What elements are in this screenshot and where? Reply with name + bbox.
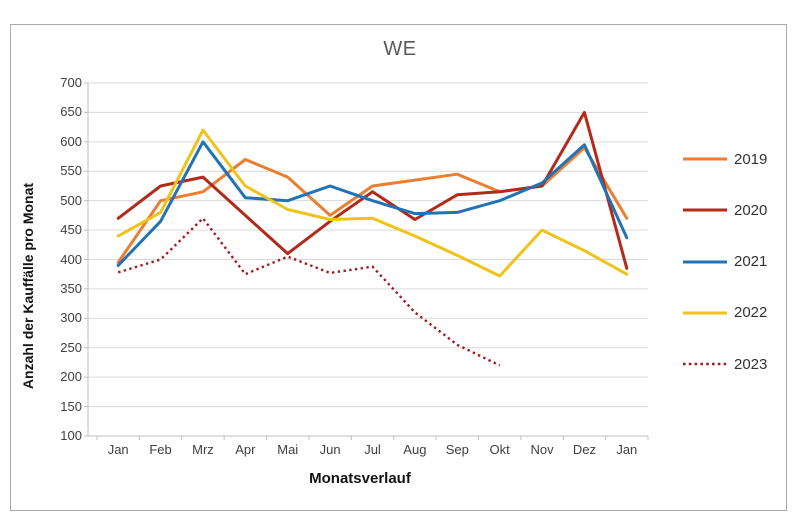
legend-label-2023: 2023 xyxy=(734,355,768,373)
y-tick-label-650: 650 xyxy=(60,104,82,120)
y-tick-label-500: 500 xyxy=(60,192,82,208)
x-tick-label-11-dez: Dez xyxy=(572,442,596,457)
legend-label-2019: 2019 xyxy=(734,150,768,168)
legend-item-2021: 2021 xyxy=(682,252,790,272)
figure-border xyxy=(10,24,787,511)
y-tick-label-400: 400 xyxy=(60,251,82,267)
y-tick-label-300: 300 xyxy=(60,310,82,326)
y-tick-label-350: 350 xyxy=(60,280,82,296)
legend-label-2020: 2020 xyxy=(734,201,768,219)
x-tick-label-2-mrz: Mrz xyxy=(192,442,214,457)
y-tick-label-600: 600 xyxy=(60,133,82,149)
legend-line-sample-2019 xyxy=(683,157,727,161)
series-line-2023 xyxy=(117,216,501,367)
chart-title: WE xyxy=(383,38,417,60)
legend-label-2022: 2022 xyxy=(734,304,768,322)
y-tick-label-550: 550 xyxy=(60,163,82,179)
x-tick-label-4-mai: Mai xyxy=(277,442,299,457)
y-tick-label-200: 200 xyxy=(60,369,82,385)
legend-item-2023: 2023 xyxy=(682,354,790,374)
x-tick-label-7-aug: Aug xyxy=(403,442,427,457)
legend-label-2021: 2021 xyxy=(734,253,768,271)
legend-item-2020: 2020 xyxy=(682,200,790,220)
x-tick-label-12-jan: Jan xyxy=(616,442,638,457)
y-tick-label-700: 700 xyxy=(60,75,82,90)
x-tick-label-8-sep: Sep xyxy=(445,442,469,457)
series-line-2021 xyxy=(116,140,629,267)
x-tick-label-6-jul: Jul xyxy=(364,442,381,457)
y-tick-label-150: 150 xyxy=(60,398,82,414)
x-tick-label-10-nov: Nov xyxy=(530,442,554,457)
x-axis-title: Monatsverlauf xyxy=(309,470,411,487)
series-line-2020 xyxy=(116,110,629,270)
x-tick-label-0-jan: Jan xyxy=(107,442,129,457)
x-tick-label-3-apr: Apr xyxy=(235,442,256,457)
legend-item-2022: 2022 xyxy=(682,303,790,323)
legend-line-sample-2020 xyxy=(683,208,727,212)
y-tick-label-250: 250 xyxy=(60,339,82,355)
legend-item-2019: 2019 xyxy=(682,149,790,169)
y-tick-label-100: 100 xyxy=(60,428,82,443)
legend-line-sample-2022 xyxy=(683,311,727,315)
legend-line-sample-2021 xyxy=(683,260,727,264)
x-tick-label-5-jun: Jun xyxy=(319,442,341,457)
y-tick-label-450: 450 xyxy=(60,222,82,238)
x-tick-label-9-okt: Okt xyxy=(489,442,510,457)
x-tick-label-1-feb: Feb xyxy=(149,442,172,457)
series-line-2019 xyxy=(116,146,629,264)
legend-line-sample-2023 xyxy=(683,362,727,366)
series-line-2022 xyxy=(116,128,629,278)
y-axis-title: Anzahl der Kauffälle pro Monat xyxy=(20,182,36,390)
